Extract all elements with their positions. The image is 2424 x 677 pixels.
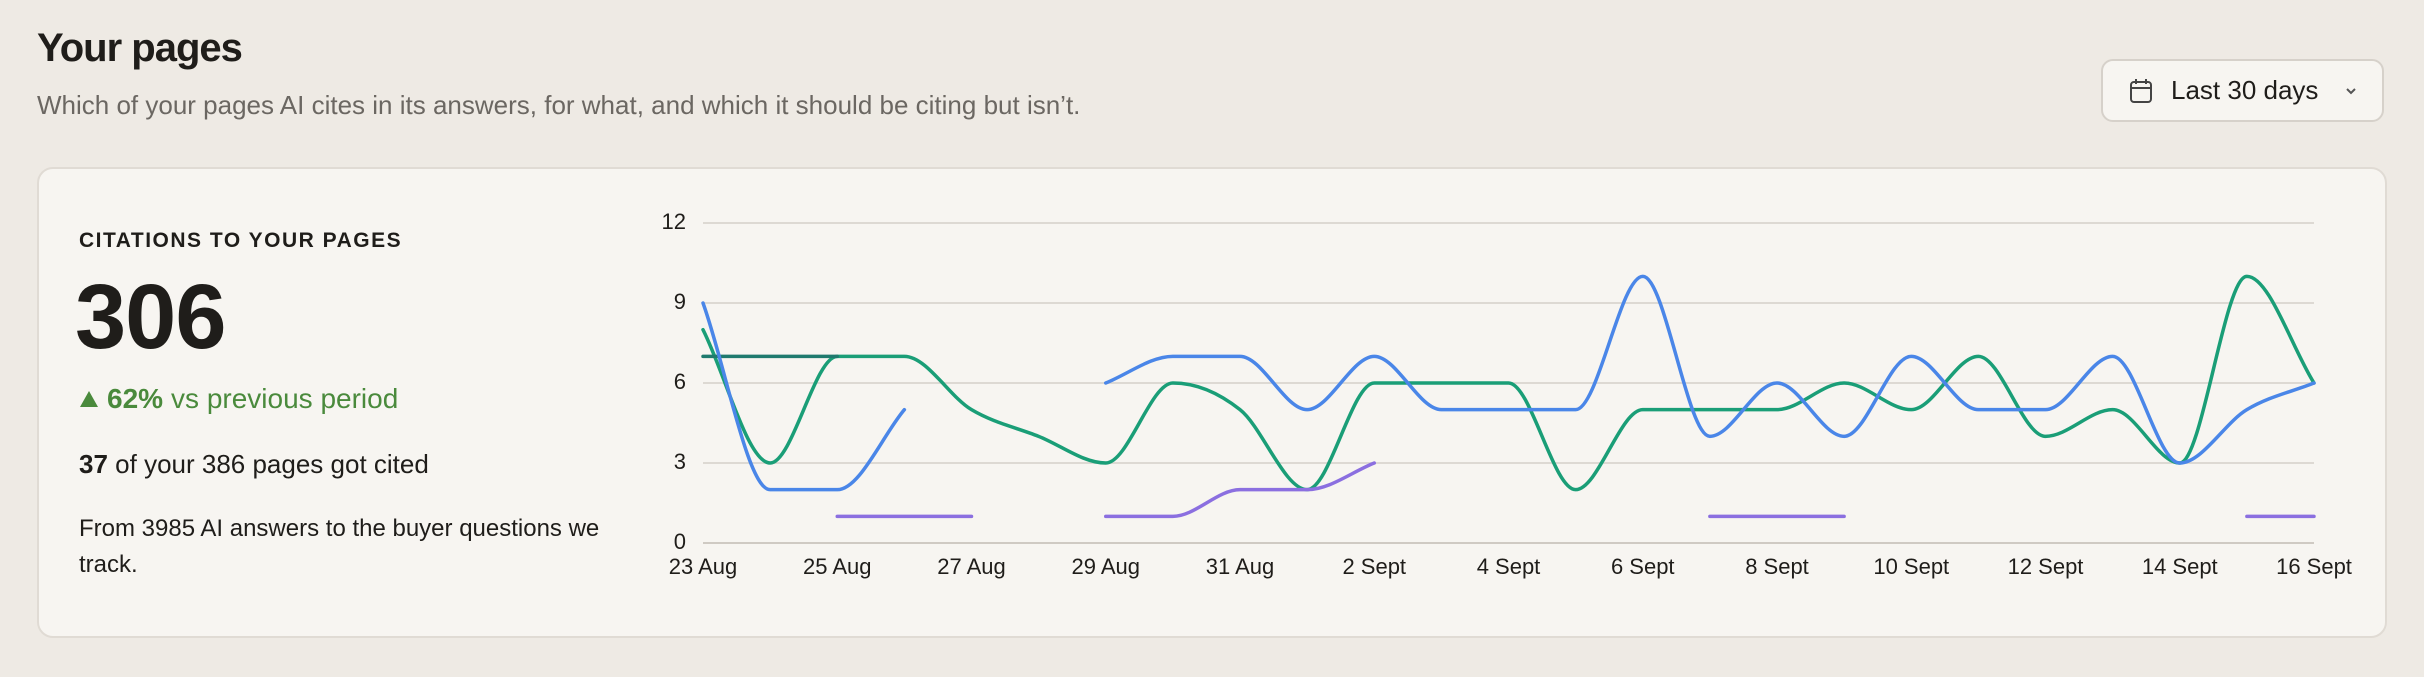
x-tick-label: 6 Sept xyxy=(1611,554,1675,579)
x-tick-label: 23 Aug xyxy=(669,554,738,579)
change-text: vs previous period xyxy=(171,383,399,414)
card-note: From 3985 AI answers to the buyer questi… xyxy=(79,515,600,578)
series-line xyxy=(701,274,2316,492)
x-tick-label: 16 Sept xyxy=(2276,554,2352,579)
citations-card xyxy=(37,167,2387,638)
x-tick-label: 14 Sept xyxy=(2142,554,2218,579)
y-tick-label: 12 xyxy=(662,209,686,234)
up-arrow xyxy=(80,391,98,407)
cited-count: 37 xyxy=(79,449,108,479)
series-line xyxy=(835,461,2316,519)
x-tick-label: 12 Sept xyxy=(2008,554,2084,579)
cited-line: 37 of your 386 pages got cited xyxy=(79,449,429,480)
x-tick-label: 27 Aug xyxy=(937,554,1006,579)
x-tick-label: 4 Sept xyxy=(1477,554,1541,579)
card-heading: CITATIONS TO YOUR PAGES xyxy=(79,229,403,252)
chevron-icon xyxy=(2346,87,2357,94)
x-tick-label: 25 Aug xyxy=(803,554,872,579)
y-tick-label: 3 xyxy=(674,449,686,474)
date-range-label: Last 30 days xyxy=(2171,75,2319,105)
y-tick-label: 0 xyxy=(674,529,686,554)
x-tick-label: 31 Aug xyxy=(1206,554,1275,579)
x-tick-label: 29 Aug xyxy=(1071,554,1140,579)
total-citations: 306 xyxy=(75,266,226,368)
x-tick-label: 10 Sept xyxy=(1873,554,1949,579)
change-percent: 62% xyxy=(107,383,164,414)
cited-text: of your 386 pages got cited xyxy=(115,449,429,479)
date-range-button[interactable]: Last 30 days xyxy=(2101,59,2384,122)
y-tick-label: 9 xyxy=(674,289,686,314)
page-subtitle: Which of your pages AI cites in its answ… xyxy=(37,90,1081,120)
x-tick-label: 8 Sept xyxy=(1745,554,1809,579)
calendar-icon xyxy=(2130,78,2152,103)
page-title: Your pages xyxy=(37,26,243,70)
x-tick-label: 2 Sept xyxy=(1342,554,1406,579)
series-line xyxy=(701,274,2316,492)
change-line: 62% vs previous period xyxy=(79,383,398,415)
y-tick-label: 6 xyxy=(674,369,686,394)
